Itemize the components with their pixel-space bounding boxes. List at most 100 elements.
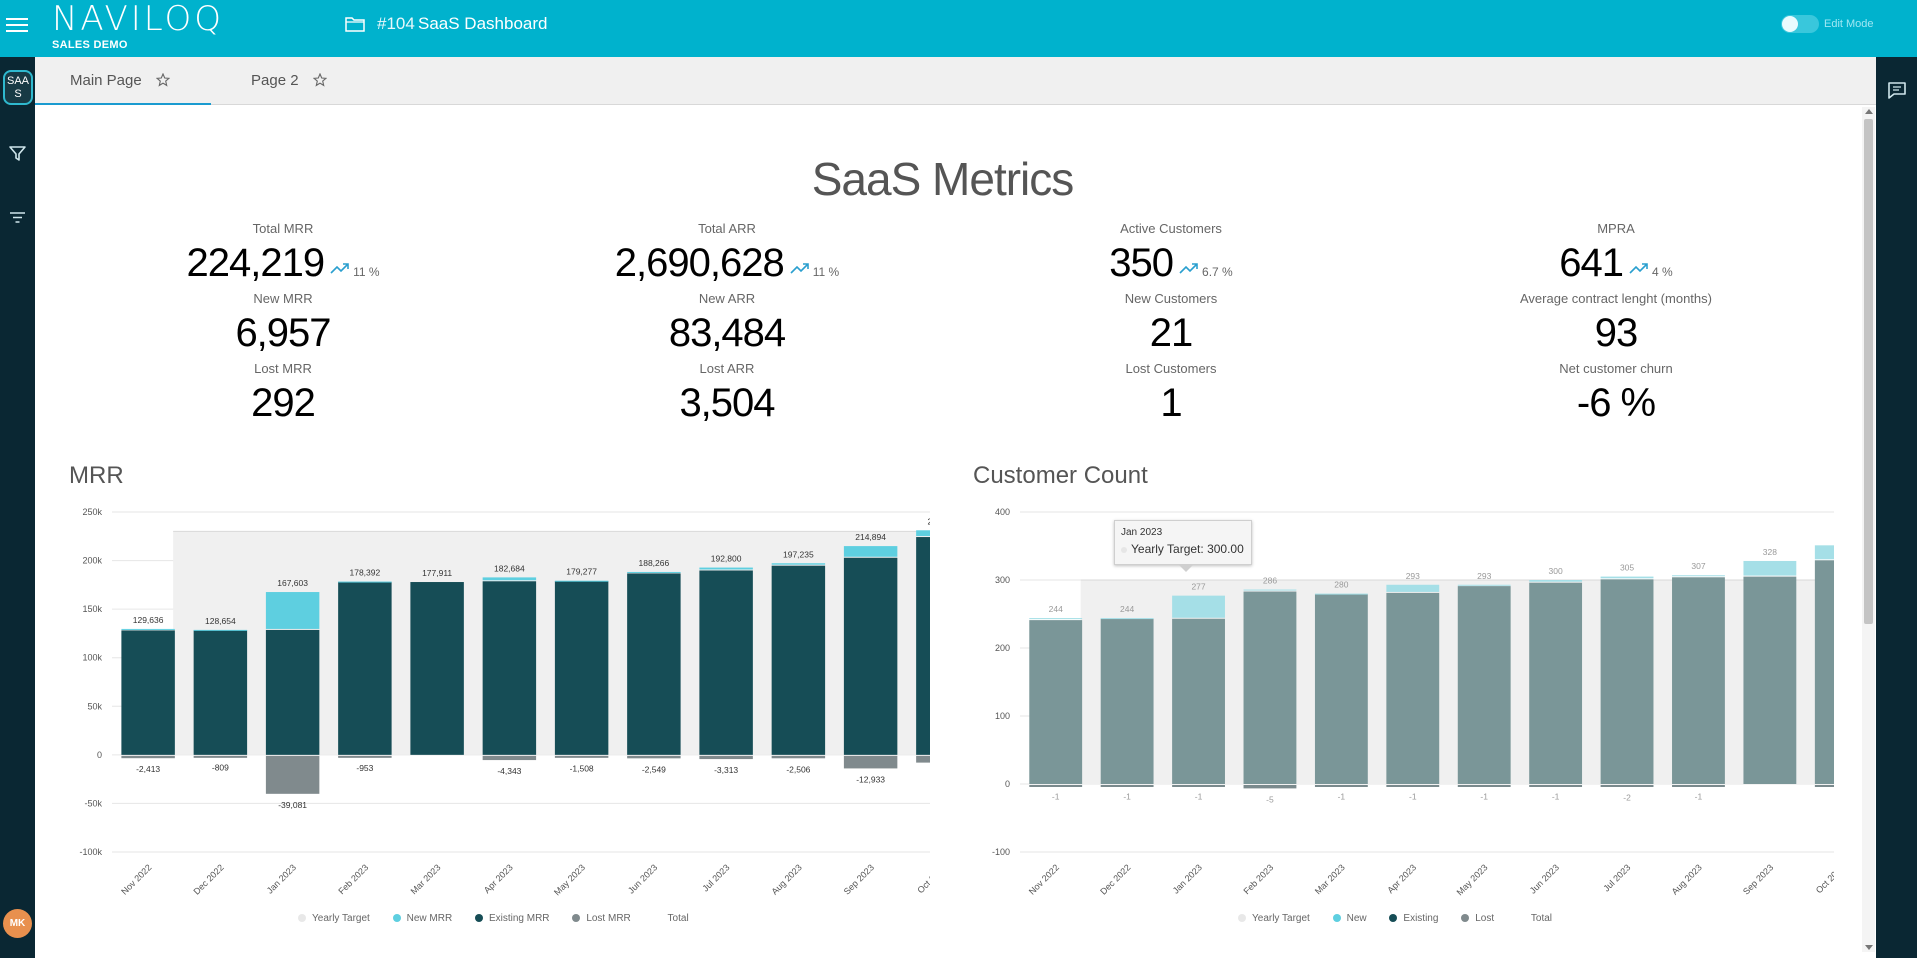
bar-new bbox=[265, 592, 320, 629]
avatar[interactable]: MK bbox=[3, 909, 32, 938]
legend-item[interactable]: Lost bbox=[1461, 913, 1494, 924]
bar-lost bbox=[1243, 785, 1297, 789]
bar-lost bbox=[1029, 785, 1083, 787]
bar-existing bbox=[1243, 591, 1297, 784]
bar-lost bbox=[338, 755, 392, 758]
bar-new bbox=[627, 571, 681, 573]
tab-main-page[interactable]: Main Page bbox=[35, 57, 211, 105]
x-tick-label: May 2023 bbox=[552, 862, 587, 897]
kpi-new-arr: New ARR 83,484 bbox=[507, 290, 947, 360]
bar-lost bbox=[121, 755, 175, 759]
bar-new bbox=[1743, 560, 1797, 576]
scrollbar-thumb[interactable] bbox=[1864, 119, 1873, 624]
x-tick-label: Apr 2023 bbox=[482, 862, 515, 895]
bar-new bbox=[916, 530, 930, 537]
scroll-down-arrow-icon[interactable] bbox=[1865, 945, 1873, 950]
x-tick-label: Sep 2023 bbox=[1741, 862, 1775, 896]
y-tick-label: -100 bbox=[992, 847, 1010, 857]
legend-item[interactable]: Existing MRR bbox=[474, 913, 550, 924]
scrollbar[interactable] bbox=[1862, 107, 1875, 952]
bar-existing bbox=[1386, 592, 1440, 784]
bar-lost bbox=[482, 755, 537, 761]
lost-label: -809 bbox=[212, 763, 229, 773]
kpi-label: Total MRR bbox=[252, 221, 314, 236]
kpi-value: 93 bbox=[1594, 311, 1639, 355]
bar-existing bbox=[1100, 618, 1154, 784]
menu-icon[interactable] bbox=[6, 14, 28, 36]
total-label: 214,894 bbox=[855, 532, 886, 542]
legend-item[interactable]: New bbox=[1332, 913, 1367, 924]
tooltip-title: Jan 2023 bbox=[1121, 527, 1163, 538]
lost-label: -2,549 bbox=[642, 764, 666, 774]
mrr-chart: 250k 200k 150k 100k 50k 0 -50k -100k 129,636 -2,4… bbox=[79, 507, 930, 897]
logo-subtitle: SALES DEMO bbox=[52, 39, 128, 51]
bar-lost bbox=[916, 755, 930, 763]
y-tick-label: -50k bbox=[84, 798, 102, 808]
total-label: 192,800 bbox=[711, 554, 742, 564]
legend-item[interactable]: New MRR bbox=[392, 913, 452, 924]
x-tick-label: Sep 2023 bbox=[842, 862, 876, 896]
kpi-trend: 11 % bbox=[330, 263, 380, 279]
lost-label: -1 bbox=[1409, 792, 1417, 802]
lost-label: -12,933 bbox=[856, 774, 885, 784]
bar-new bbox=[1600, 576, 1654, 579]
scroll-up-arrow-icon[interactable] bbox=[1865, 109, 1873, 114]
bar-new bbox=[1386, 584, 1440, 592]
legend-item[interactable]: Yearly Target bbox=[1238, 913, 1310, 924]
x-tick-label: Jun 2023 bbox=[1528, 862, 1561, 895]
dashboard-badge[interactable]: SAA S bbox=[3, 70, 33, 105]
bar-lost bbox=[1457, 785, 1511, 787]
tab-label: Main Page bbox=[70, 72, 142, 89]
bar-lost bbox=[1386, 785, 1440, 787]
bar-lost bbox=[1672, 785, 1725, 787]
sort-filter-icon[interactable] bbox=[8, 208, 27, 227]
bar-existing bbox=[1314, 594, 1368, 784]
total-label: 188,266 bbox=[639, 558, 670, 568]
lost-label: -5 bbox=[1266, 794, 1274, 804]
total-label: 277 bbox=[1191, 582, 1205, 592]
total-label: 328 bbox=[1763, 547, 1777, 557]
x-tick-label: Apr 2023 bbox=[1385, 862, 1418, 895]
legend-dot bbox=[474, 914, 483, 922]
x-tick-label: Feb 2023 bbox=[1241, 862, 1275, 896]
kpi-label: New ARR bbox=[698, 291, 756, 306]
mrr-chart-title: MRR bbox=[69, 462, 124, 489]
tab-page-2[interactable]: Page 2 bbox=[251, 57, 391, 105]
filter-icon[interactable] bbox=[8, 144, 27, 163]
edit-mode-toggle[interactable] bbox=[1781, 15, 1819, 33]
bar-existing bbox=[265, 629, 320, 755]
bar-existing bbox=[627, 573, 681, 755]
bar-new bbox=[1172, 595, 1225, 618]
right-sidebar bbox=[1876, 57, 1917, 958]
y-tick-label: 100 bbox=[995, 711, 1010, 721]
kpi-total-arr: Total ARR 2,690,628 11 % bbox=[507, 220, 947, 290]
x-tick-label: Oct 2023 bbox=[915, 862, 930, 895]
bar-existing bbox=[1457, 586, 1511, 784]
x-tick-label: Aug 2023 bbox=[1670, 862, 1704, 896]
legend-dot bbox=[1238, 914, 1246, 922]
top-bar: NAVILOQ SALES DEMO #104 SaaS Dashboard E… bbox=[0, 0, 1917, 57]
kpi-trend: 4 % bbox=[1629, 263, 1673, 279]
kpi-value: 3,504 bbox=[679, 381, 775, 425]
customer-count-chart: 400 300 200 100 0 -100 244 -1 Nov 2022 244 -1 Dec 2… bbox=[992, 507, 1834, 897]
bar-new bbox=[1100, 618, 1154, 620]
y-tick-label: 400 bbox=[995, 507, 1010, 517]
legend-item[interactable]: Lost MRR bbox=[572, 913, 631, 924]
legend-item[interactable]: Total bbox=[1516, 913, 1552, 924]
legend-dot bbox=[1461, 914, 1470, 922]
kpi-average-contract-length: Average contract lenght (months) 93 bbox=[1396, 290, 1836, 360]
legend-item[interactable]: Total bbox=[653, 913, 689, 924]
kpi-trend: 11 % bbox=[790, 263, 839, 279]
lost-label: -2,413 bbox=[136, 764, 160, 774]
kpi-label: Average contract lenght (months) bbox=[1520, 291, 1712, 306]
bar-existing bbox=[1814, 560, 1834, 784]
legend-item[interactable]: Existing bbox=[1389, 913, 1438, 924]
kpi-column-mrr: Total MRR 224,219 11 % New MRR 6,957 Lost… bbox=[63, 220, 503, 430]
kpi-label: Total ARR bbox=[698, 221, 756, 236]
star-icon[interactable] bbox=[155, 73, 170, 87]
bar-lost bbox=[699, 755, 753, 760]
legend-item[interactable]: Yearly Target bbox=[298, 913, 370, 924]
star-icon[interactable] bbox=[312, 73, 327, 87]
kpi-label: New Customers bbox=[1124, 291, 1218, 306]
comment-icon[interactable] bbox=[1887, 81, 1907, 99]
